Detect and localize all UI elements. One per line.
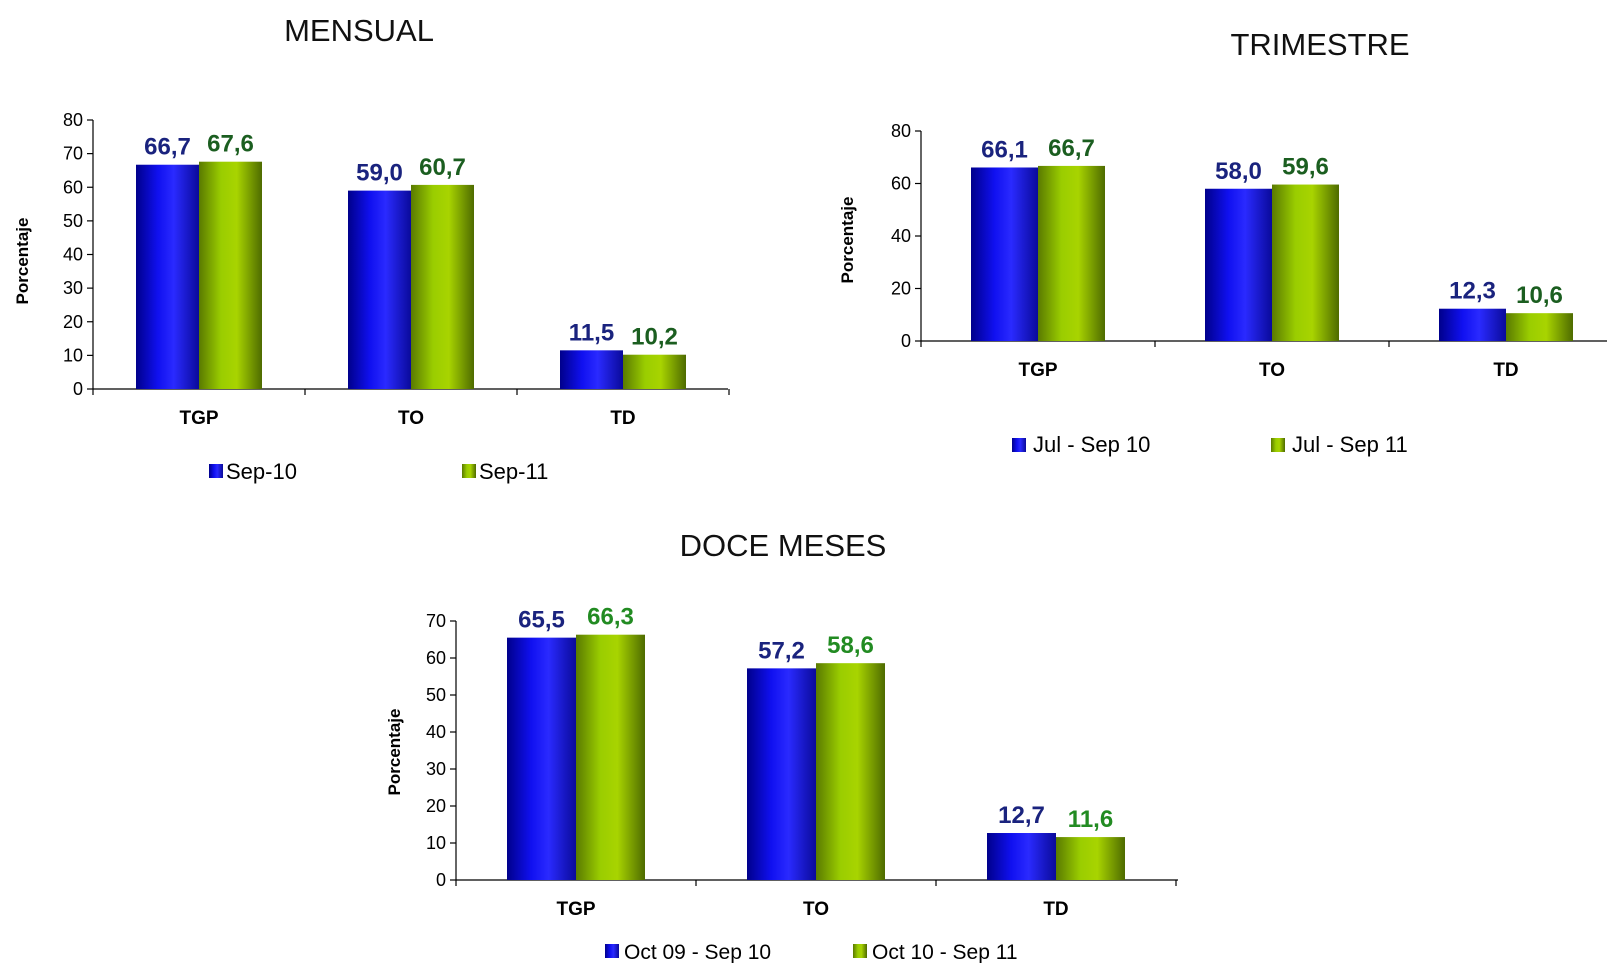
bar-td-series-2: [623, 354, 686, 389]
y-tick-label: 60: [63, 177, 83, 197]
data-label: 10,6: [1516, 282, 1563, 309]
legend-label-series-2: Oct 10 - Sep 11: [872, 941, 1018, 963]
bar-td-series-2: [1506, 313, 1573, 341]
bar-tgp-series-2: [576, 634, 645, 880]
plot-area: 0 20 40 60 80 66,1 66,7 TGP 58,0 59,6 TO 12,3 10,6 TD: [891, 121, 1607, 381]
y-tick-label: 0: [901, 331, 911, 351]
data-label: 10,2: [631, 324, 678, 351]
bar-td-series-1: [1439, 308, 1506, 341]
y-tick-label: 40: [891, 226, 911, 246]
y-tick-label: 30: [426, 759, 446, 779]
y-tick-label: 70: [426, 611, 446, 631]
bar-tgp-series-2: [199, 161, 262, 389]
y-axis-label: Porcentaje: [838, 197, 857, 284]
data-label: 12,7: [998, 802, 1045, 829]
y-tick-label: 80: [891, 121, 911, 141]
data-label: 60,7: [419, 154, 466, 181]
chart-mensual: MENSUAL Porcentaje 0 10 20 30 40 50 60 70 80 66,7…: [13, 13, 730, 484]
bar-tgp-series-1: [507, 637, 576, 880]
chart-title: TRIMESTRE: [1230, 27, 1409, 62]
category-label: TO: [1259, 360, 1285, 381]
data-label: 11,6: [1068, 806, 1113, 833]
legend-label-series-1: Jul - Sep 10: [1033, 432, 1150, 457]
data-label: 67,6: [207, 131, 254, 158]
y-tick-label: 10: [63, 345, 83, 365]
y-tick-label: 40: [63, 245, 83, 265]
data-label: 58,6: [827, 632, 874, 659]
legend-swatch-series-2: [462, 464, 476, 478]
data-label: 59,0: [356, 160, 403, 187]
legend-label-series-1: Sep-10: [226, 459, 297, 484]
bar-tgp-series-1: [136, 164, 199, 389]
legend-swatch-series-2: [1271, 438, 1285, 452]
chart-doce-meses: DOCE MESES Porcentaje 0 10 20 30 40 50 60 70 65,…: [385, 528, 1178, 963]
bar-td-series-2: [1056, 837, 1125, 880]
y-tick-label: 30: [63, 278, 83, 298]
legend: Jul - Sep 10 Jul - Sep 11: [1012, 432, 1408, 457]
legend-swatch-series-1: [605, 944, 619, 958]
plot-area: 0 10 20 30 40 50 60 70 80 66,7 67,6 TGP 59,0 60,7 TO 11…: [63, 110, 730, 429]
bar-tgp-series-2: [1038, 165, 1105, 341]
y-tick-label: 60: [426, 648, 446, 668]
category-label: TGP: [556, 899, 595, 920]
category-label: TD: [610, 408, 635, 429]
category-label: TO: [398, 408, 424, 429]
chart-trimestre: TRIMESTRE Porcentaje 0 20 40 60 80 66,1 66,7 TG…: [838, 27, 1607, 457]
chart-title: DOCE MESES: [680, 528, 887, 563]
bar-td-series-1: [987, 833, 1056, 880]
data-label: 12,3: [1449, 278, 1496, 305]
legend-label-series-1: Oct 09 - Sep 10: [624, 941, 771, 963]
y-axis-label: Porcentaje: [385, 709, 404, 796]
data-label: 66,7: [1048, 135, 1095, 162]
bar-to-series-1: [348, 190, 411, 389]
y-tick-label: 50: [426, 685, 446, 705]
category-label: TGP: [179, 408, 218, 429]
data-label: 57,2: [758, 637, 805, 664]
legend-swatch-series-1: [1012, 438, 1026, 452]
legend-swatch-series-2: [853, 944, 867, 958]
data-label: 11,5: [569, 319, 614, 346]
bar-tgp-series-1: [971, 167, 1038, 341]
y-tick-label: 60: [891, 174, 911, 194]
bar-to-series-1: [1205, 188, 1272, 341]
bar-to-series-1: [747, 668, 816, 880]
category-label: TD: [1493, 360, 1518, 381]
data-label: 66,1: [981, 136, 1028, 163]
legend-label-series-2: Sep-11: [479, 459, 548, 484]
category-label: TD: [1043, 899, 1068, 920]
y-tick-label: 20: [891, 279, 911, 299]
bar-to-series-2: [411, 184, 474, 389]
legend-label-series-2: Jul - Sep 11: [1292, 432, 1408, 457]
category-label: TO: [803, 899, 829, 920]
data-label: 65,5: [518, 607, 565, 634]
bar-td-series-1: [560, 350, 623, 389]
y-tick-label: 20: [63, 312, 83, 332]
bar-to-series-2: [816, 663, 885, 880]
bar-to-series-2: [1272, 184, 1339, 341]
y-tick-label: 40: [426, 722, 446, 742]
data-label: 58,0: [1215, 158, 1262, 185]
legend: Sep-10 Sep-11: [209, 459, 548, 484]
legend-swatch-series-1: [209, 464, 223, 478]
plot-area: 0 10 20 30 40 50 60 70 65,5 66,3 TGP 57,2 58,6 TO 12,7…: [426, 604, 1178, 920]
y-tick-label: 80: [63, 110, 83, 130]
y-axis-label: Porcentaje: [13, 218, 32, 305]
data-label: 66,3: [587, 604, 634, 631]
y-tick-label: 0: [73, 379, 83, 399]
legend: Oct 09 - Sep 10 Oct 10 - Sep 11: [605, 941, 1018, 963]
y-tick-label: 20: [426, 796, 446, 816]
data-label: 59,6: [1282, 154, 1329, 181]
y-tick-label: 10: [426, 833, 446, 853]
y-tick-label: 0: [436, 870, 446, 890]
y-tick-label: 70: [63, 144, 83, 164]
chart-title: MENSUAL: [284, 13, 434, 48]
category-label: TGP: [1018, 360, 1057, 381]
y-tick-label: 50: [63, 211, 83, 231]
data-label: 66,7: [144, 134, 191, 161]
